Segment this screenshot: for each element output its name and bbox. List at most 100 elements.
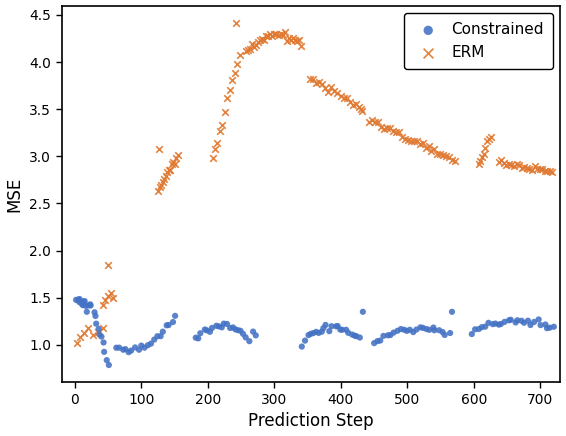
Constrained <box>124 349 133 356</box>
ERM <box>476 158 485 165</box>
Constrained <box>164 321 173 328</box>
ERM <box>98 302 108 309</box>
Constrained <box>147 340 156 347</box>
Constrained <box>405 326 414 333</box>
ERM <box>336 92 345 99</box>
ERM <box>308 76 318 83</box>
ERM <box>282 37 291 44</box>
Constrained <box>226 324 235 331</box>
ERM <box>382 125 391 132</box>
ERM <box>297 42 306 49</box>
ERM <box>241 47 250 54</box>
ERM <box>403 136 412 143</box>
ERM <box>448 157 457 164</box>
Constrained <box>127 347 136 354</box>
Constrained <box>200 326 209 333</box>
Constrained <box>435 327 444 334</box>
Constrained <box>158 328 168 335</box>
Constrained <box>229 324 238 331</box>
ERM <box>439 152 448 159</box>
ERM <box>280 29 289 36</box>
ERM <box>546 168 555 175</box>
Constrained <box>321 321 330 328</box>
ERM <box>507 161 516 168</box>
ERM <box>385 125 395 132</box>
Constrained <box>97 333 106 340</box>
ERM <box>213 140 222 146</box>
Constrained <box>370 340 379 347</box>
Constrained <box>477 324 486 330</box>
ERM <box>494 158 503 165</box>
Constrained <box>80 298 89 305</box>
ERM <box>525 166 534 173</box>
Constrained <box>342 326 351 333</box>
ERM <box>430 146 439 153</box>
ERM <box>374 118 383 125</box>
Constrained <box>352 333 361 340</box>
ERM <box>161 173 170 180</box>
ERM <box>533 166 542 173</box>
Constrained <box>470 326 479 333</box>
Constrained <box>506 316 515 323</box>
ERM <box>258 35 267 42</box>
Constrained <box>396 326 405 333</box>
ERM <box>247 41 256 48</box>
ERM <box>528 167 537 174</box>
Constrained <box>468 330 477 337</box>
ERM <box>84 324 93 331</box>
Constrained <box>393 327 402 334</box>
ERM <box>481 144 490 151</box>
ERM <box>160 175 169 182</box>
Constrained <box>99 339 108 346</box>
ERM <box>517 164 526 171</box>
ERM <box>543 167 552 174</box>
ERM <box>155 183 164 190</box>
ERM <box>216 128 225 135</box>
ERM <box>208 155 217 162</box>
Constrained <box>338 326 347 333</box>
ERM <box>157 181 166 188</box>
Constrained <box>251 332 260 339</box>
Constrained <box>379 332 388 339</box>
ERM <box>235 51 245 58</box>
ERM <box>233 61 242 68</box>
ERM <box>311 80 320 87</box>
ERM <box>388 127 397 134</box>
ERM <box>88 332 97 339</box>
ERM <box>538 166 547 173</box>
ERM <box>293 37 302 44</box>
ERM <box>230 70 239 77</box>
ERM <box>243 47 252 54</box>
ERM <box>509 162 518 169</box>
ERM <box>251 41 260 48</box>
Constrained <box>90 309 99 316</box>
ERM <box>412 138 421 145</box>
ERM <box>231 19 241 26</box>
ERM <box>169 159 178 166</box>
Constrained <box>412 326 421 333</box>
ERM <box>223 94 232 101</box>
ERM <box>98 324 108 331</box>
Constrained <box>301 337 310 344</box>
Y-axis label: MSE: MSE <box>6 177 24 211</box>
ERM <box>314 78 323 85</box>
ERM <box>394 128 403 135</box>
ERM <box>264 33 273 40</box>
ERM <box>535 165 544 172</box>
Constrained <box>429 324 438 331</box>
Constrained <box>74 296 83 303</box>
ERM <box>522 165 531 172</box>
ERM <box>155 145 164 152</box>
ERM <box>433 150 442 157</box>
Constrained <box>143 342 152 349</box>
Constrained <box>140 344 149 351</box>
Constrained <box>196 330 205 337</box>
Constrained <box>416 324 425 331</box>
ERM <box>365 119 374 126</box>
Constrained <box>236 327 245 334</box>
ERM <box>166 166 175 173</box>
ERM <box>72 339 82 346</box>
Constrained <box>78 302 87 309</box>
Constrained <box>484 319 493 326</box>
Constrained <box>215 323 224 330</box>
